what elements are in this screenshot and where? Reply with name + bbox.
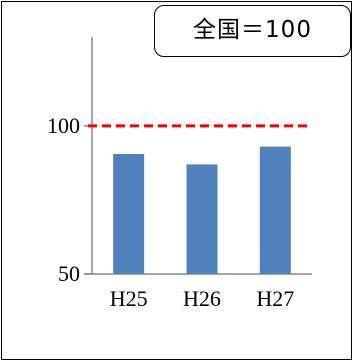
bar-h27 bbox=[259, 146, 291, 274]
x-tick-label: H27 bbox=[256, 286, 294, 311]
bar-h26 bbox=[186, 164, 218, 274]
x-tick-label: H26 bbox=[183, 286, 221, 311]
reference-badge-label: 全国＝100 bbox=[193, 17, 312, 43]
x-tick-label: H25 bbox=[110, 286, 148, 311]
chart-frame bbox=[1, 1, 352, 360]
bar-h25 bbox=[113, 154, 145, 274]
reference-badge: 全国＝100 bbox=[154, 5, 351, 57]
y-tick-label: 50 bbox=[58, 261, 80, 286]
y-tick-label: 100 bbox=[47, 113, 80, 138]
